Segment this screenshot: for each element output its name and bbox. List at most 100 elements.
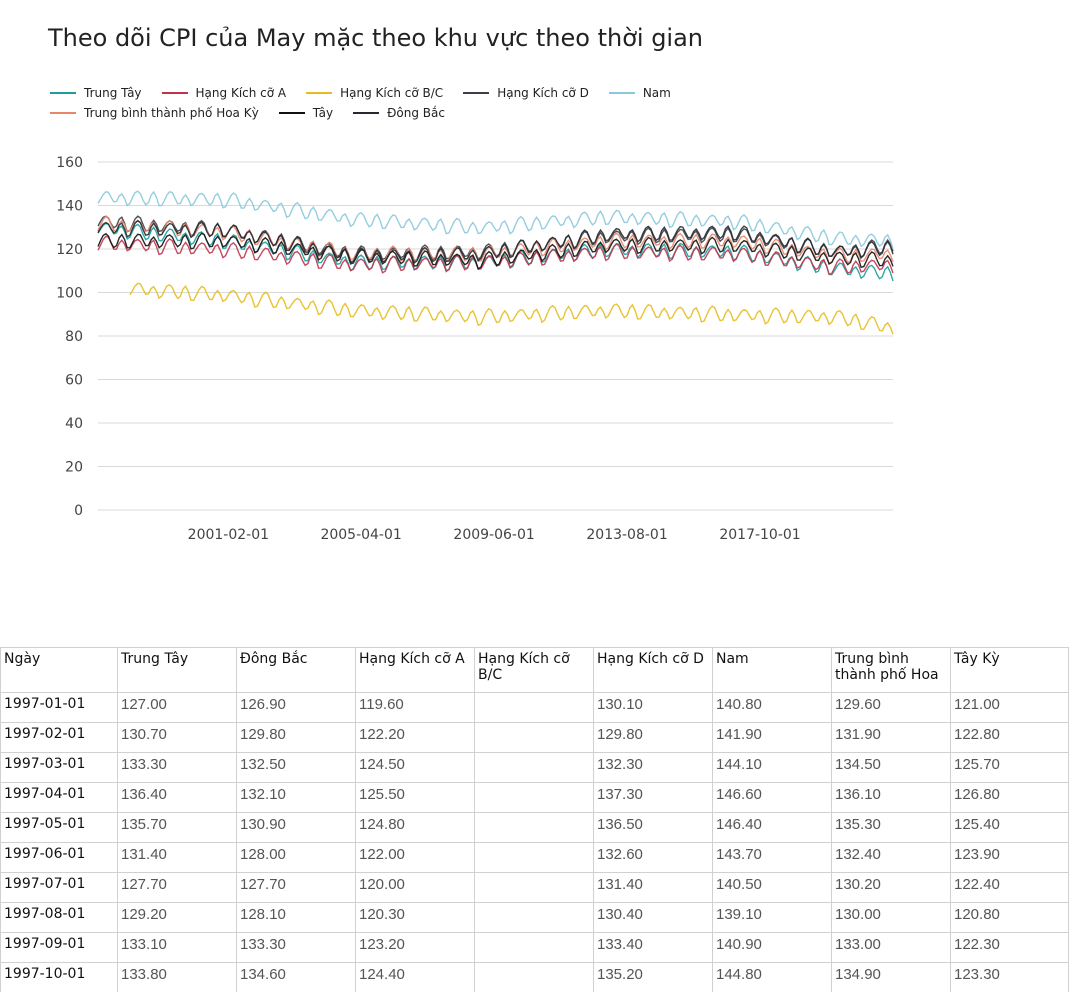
x-tick-label: 2005-04-01: [320, 527, 401, 543]
table-cell: [474, 692, 594, 723]
table-cell: 122.00: [355, 842, 475, 873]
table-cell: 1997-02-01: [0, 722, 118, 753]
table-row: 1997-09-01 133.10 133.30 123.20 133.40 140.90…: [0, 932, 1068, 963]
table-cell: [474, 722, 594, 753]
table-cell: [474, 812, 594, 843]
series-line: [97, 232, 894, 270]
legend-label: Trung Tây: [84, 86, 142, 100]
table-row: 1997-10-01 133.80 134.60 124.40 135.20 144.80…: [0, 962, 1068, 992]
table-header-cell[interactable]: Nam: [712, 647, 832, 693]
legend-label: Nam: [642, 86, 671, 100]
y-tick-label: 0: [74, 503, 83, 519]
table-cell: 131.40: [117, 842, 237, 873]
series-lines: [97, 190, 894, 335]
legend-swatch: [161, 92, 188, 94]
table-cell: 146.40: [712, 812, 832, 843]
table-cell: 134.90: [831, 962, 951, 992]
y-tick-label: 40: [65, 416, 83, 432]
table-cell: 124.50: [355, 752, 475, 783]
table-row: 1997-07-01 127.70 127.70 120.00 131.40 140.50…: [0, 872, 1068, 903]
table-cell: [474, 782, 594, 813]
x-tick-label: 2009-06-01: [453, 527, 534, 543]
table-row: 1997-08-01 129.20 128.10 120.30 130.40 139.10…: [0, 902, 1068, 933]
table-header-cell[interactable]: Hạng Kích cỡ A: [355, 647, 475, 693]
y-tick-label: 100: [56, 286, 83, 302]
table-cell: 120.80: [950, 902, 1068, 933]
table-cell: 1997-01-01: [0, 692, 118, 723]
legend-label: Tây: [312, 106, 334, 120]
gridlines: [98, 161, 893, 511]
table-cell: 127.00: [117, 692, 237, 723]
table-cell: 1997-03-01: [0, 752, 118, 783]
legend-item[interactable]: Trung bình thành phố Hoa Kỳ: [50, 103, 259, 123]
table-cell: 128.00: [236, 842, 356, 873]
table-cell: 121.00: [950, 692, 1068, 723]
table-header-cell[interactable]: Hạng Kích cỡ B/C: [474, 647, 594, 693]
table-header-cell[interactable]: Ngày: [0, 647, 118, 693]
table-cell: 129.20: [117, 902, 237, 933]
table-cell: 140.50: [712, 872, 832, 903]
table-cell: 127.70: [236, 872, 356, 903]
y-tick-label: 120: [56, 242, 83, 258]
x-tick-label: 2013-08-01: [586, 527, 667, 543]
legend-item[interactable]: Trung Tây: [50, 83, 142, 103]
y-tick-label: 60: [65, 373, 83, 389]
legend-item[interactable]: Hạng Kích cỡ A: [161, 83, 286, 103]
table-cell: 129.80: [236, 722, 356, 753]
table-cell: 123.30: [950, 962, 1068, 992]
table-row: 1997-01-01 127.00 126.90 119.60 130.10 140.80…: [0, 692, 1068, 723]
legend-swatch: [608, 92, 635, 94]
line-chart: 0 20 40 60 80 100 120 140 160 2001-02-01 2005-04-…: [56, 155, 894, 543]
y-tick-label: 80: [65, 329, 83, 345]
table-header-cell[interactable]: Hạng Kích cỡ D: [593, 647, 713, 693]
legend-item[interactable]: Tây: [278, 103, 334, 123]
table-cell: 1997-05-01: [0, 812, 118, 843]
table-cell: 1997-07-01: [0, 872, 118, 903]
data-table: Ngày Trung Tây Đông Bắc Hạng Kích cỡ A Hạng …: [0, 647, 1068, 992]
series-line: [129, 282, 894, 335]
legend-item[interactable]: Nam: [608, 83, 671, 103]
legend-item[interactable]: Hạng Kích cỡ D: [463, 83, 589, 103]
table-cell: 125.40: [950, 812, 1068, 843]
legend-swatch: [50, 112, 76, 114]
table-cell: 130.10: [593, 692, 713, 723]
legend-item[interactable]: Hạng Kích cỡ B/C: [306, 83, 443, 103]
table-cell: 120.30: [355, 902, 475, 933]
legend-item[interactable]: Đông Bắc: [353, 103, 445, 123]
table-cell: [474, 902, 594, 933]
table-cell: 1997-06-01: [0, 842, 118, 873]
table-cell: 120.00: [355, 872, 475, 903]
table-cell: 134.60: [236, 962, 356, 992]
table-cell: [474, 872, 594, 903]
table-cell: 136.40: [117, 782, 237, 813]
table-cell: 133.30: [236, 932, 356, 963]
y-tick-label: 160: [56, 155, 83, 171]
table-cell: 128.10: [236, 902, 356, 933]
table-cell: [474, 962, 594, 992]
chart-legend: Trung Tây Hạng Kích cỡ A Hạng Kích cỡ B/C H…: [50, 83, 890, 123]
table-row: 1997-05-01 135.70 130.90 124.80 136.50 146.40…: [0, 812, 1068, 843]
table-cell: 130.20: [831, 872, 951, 903]
series-line: [97, 190, 894, 250]
table-cell: 132.60: [593, 842, 713, 873]
table-row: 1997-06-01 131.40 128.00 122.00 132.60 143.70…: [0, 842, 1068, 873]
chart-title: Theo dõi CPI của May mặc theo khu vực th…: [48, 24, 704, 52]
x-tick-label: 2017-10-01: [719, 527, 800, 543]
table-cell: 143.70: [712, 842, 832, 873]
table-cell: 122.80: [950, 722, 1068, 753]
table-header-cell[interactable]: Trung bình thành phố Hoa: [831, 647, 951, 693]
table-header-cell[interactable]: Trung Tây: [117, 647, 237, 693]
table-cell: 137.30: [593, 782, 713, 813]
table-cell: 132.30: [593, 752, 713, 783]
table-cell: 130.00: [831, 902, 951, 933]
table-cell: 135.70: [117, 812, 237, 843]
table-cell: 126.80: [950, 782, 1068, 813]
table-cell: 146.60: [712, 782, 832, 813]
table-cell: 144.80: [712, 962, 832, 992]
table-cell: 134.50: [831, 752, 951, 783]
table-cell: [474, 752, 594, 783]
table-header-cell[interactable]: Tây Kỳ: [950, 647, 1068, 693]
table-header-cell[interactable]: Đông Bắc: [236, 647, 356, 693]
x-axis: 2001-02-01 2005-04-01 2009-06-01 2013-08-01…: [188, 527, 801, 543]
legend-label: Trung bình thành phố Hoa Kỳ: [84, 106, 259, 120]
